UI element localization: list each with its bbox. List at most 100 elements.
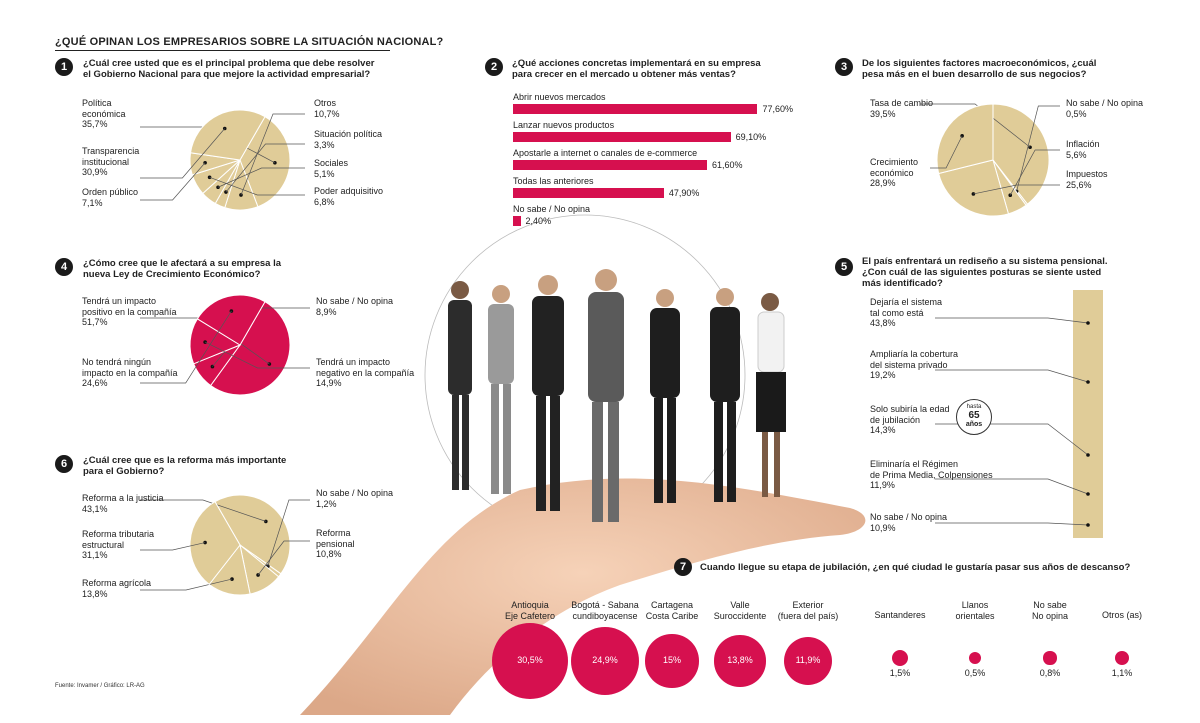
q1-question: ¿Cuál cree usted que es el principal pro… [83, 58, 375, 80]
q7-bubble-chart: Antioquia Eje Cafetero Bogotá - Sabana c… [490, 598, 1170, 699]
q7-bubble [1043, 651, 1057, 665]
q2-bar [513, 216, 521, 226]
q6-label-agricola: Reforma agrícola 13,8% [82, 578, 152, 599]
pie-leader-line [920, 103, 1031, 148]
q3-label-crecimiento: Crecimiento económico 28,9% [870, 157, 919, 188]
q7-bubble [714, 635, 766, 687]
q6-question: ¿Cuál cree que es la reforma más importa… [83, 455, 287, 477]
q5-leader-line [935, 317, 1089, 324]
pie-slice [214, 494, 291, 575]
pie-leader-line [209, 176, 305, 196]
pie-leader-line [267, 499, 310, 567]
q5-vertical-bar [1073, 290, 1103, 538]
q3-label-impuestos: Impuestos 25,6% [1066, 169, 1108, 190]
q2-bar-value: 47,90% [668, 188, 700, 198]
q2-bar-row: Lanzar nuevos productos 69,10% [513, 120, 766, 148]
q7-bubble-value: 0,8% [1039, 668, 1061, 678]
q6-number-badge: 6 [55, 455, 73, 473]
pie-leader-line [204, 341, 310, 369]
q2-bar-chart: Abrir nuevos mercados 77,60% Lanzar nuev… [513, 92, 793, 232]
source-credit: Fuente: Invamer / Gráfico: LR-AG [55, 683, 145, 689]
pie-slice [938, 159, 1010, 217]
pie-slice [209, 301, 291, 396]
q2-bar [513, 160, 708, 170]
q7-bubble [1114, 650, 1130, 666]
pie-leader-line [1009, 149, 1060, 196]
q5-leader-line [935, 369, 1089, 383]
pie-leader-line [240, 113, 305, 196]
q1-number-badge: 1 [55, 58, 73, 76]
q2-bar [513, 188, 664, 198]
q2-bar-row: Abrir nuevos mercados 77,60% [513, 92, 793, 120]
q5-marker [1086, 380, 1090, 384]
q7-column: Otros (as) [1101, 610, 1142, 620]
q7-bubble [570, 626, 640, 696]
q7-bubble-value: 15% [662, 655, 681, 665]
q2-bar-value: 61,60% [712, 160, 743, 170]
q2-bar-row: Todas las anteriores 47,90% [513, 176, 700, 204]
pie-leader-line [973, 184, 1060, 195]
pie-slice [196, 294, 266, 346]
pie-leader-line [1016, 105, 1060, 192]
q2-bar [513, 132, 731, 142]
q2-bar-label: Lanzar nuevos productos [513, 120, 615, 130]
pie-leader-line [140, 499, 266, 522]
q3-label-inflacion: Inflación 5,6% [1066, 139, 1100, 160]
q5-marker [1086, 321, 1090, 325]
q2-bar-row: No sabe / No opina 2,40% [513, 204, 697, 232]
q7-column: Valle Suroccidente [713, 600, 767, 621]
q4-label-negativo: Tendrá un impacto negativo en la compañí… [316, 357, 415, 388]
pie-leader-line [217, 167, 305, 188]
q1-label-poder-adquisitivo: Poder adquisitivo 6,8% [314, 186, 384, 207]
q4-question: ¿Cómo cree que le afectará a su empresa … [83, 258, 282, 280]
q5-leader-line [935, 522, 1089, 526]
q2-bar-label: No sabe / No opina [513, 204, 591, 214]
q7-column: Cartagena Costa Caribe [645, 600, 699, 621]
q6-label-pensional: Reforma pensional 10,8% [316, 528, 355, 559]
hand-illustration [300, 214, 866, 715]
q7-bubble [892, 650, 908, 666]
q2-bar-label: Abrir nuevos mercados [513, 92, 606, 102]
pie-leader-line [140, 162, 206, 201]
pie-leader-line [140, 128, 226, 179]
q6-label-tributaria: Reforma tributaria estructural 31,1% [82, 529, 155, 560]
q7-column: Bogotá - Sabana cundiboyacense [571, 600, 639, 621]
q7-bubble-value: 1,5% [889, 668, 911, 678]
q4-number-badge: 4 [55, 258, 73, 276]
q3-label-no-sabe: No sabe / No opina 0,5% [1066, 98, 1144, 119]
q5-marker [1086, 492, 1090, 496]
pie-leader-line [140, 542, 206, 551]
q7-column: No sabe No opina [1031, 600, 1069, 621]
q7-bubble [969, 652, 981, 664]
q5-option-4: No sabe / No opina 10,9% [870, 512, 948, 533]
pie-slice [189, 109, 266, 161]
q1-label-sociales: Sociales 5,1% [314, 158, 349, 179]
pie-slice [936, 103, 994, 175]
q5-marker [1086, 453, 1090, 457]
q5-option-2: Solo subiría la edad de jubilación 14,3% [870, 404, 950, 435]
pie-leader-line [140, 310, 232, 384]
q7-bubble-value: 24,9% [592, 655, 618, 665]
q5-age-badge: hasta 65 años [956, 399, 992, 435]
q1-label-politica-economica: Política económica 35,7% [82, 98, 126, 129]
pie-slice [189, 501, 241, 586]
q7-bubble-value: 11,9% [795, 655, 821, 665]
q7-number-badge: 7 [674, 558, 692, 576]
q5-leader-line [935, 478, 1089, 495]
q5-option-0: Dejaría el sistema tal como está 43,8% [870, 297, 943, 328]
q7-column: Llanos orientales [955, 600, 995, 621]
q3-number-badge: 3 [835, 58, 853, 76]
pie-leader-line [257, 540, 310, 576]
q2-bar [513, 104, 758, 114]
business-people-icon [448, 269, 786, 522]
q2-bar-value: 2,40% [525, 216, 552, 226]
q7-bubble-value: 13,8% [727, 655, 753, 665]
q5-question: El país enfrentará un rediseño a su sist… [862, 256, 1108, 289]
q7-column: Antioquia Eje Cafetero [504, 600, 556, 621]
q1-label-orden-publico: Orden público 7,1% [82, 187, 139, 208]
q7-bubble [645, 634, 699, 688]
q2-bar-value: 69,10% [735, 132, 767, 142]
q4-label-ningun: No tendrá ningún impacto en la compañía … [82, 357, 178, 388]
